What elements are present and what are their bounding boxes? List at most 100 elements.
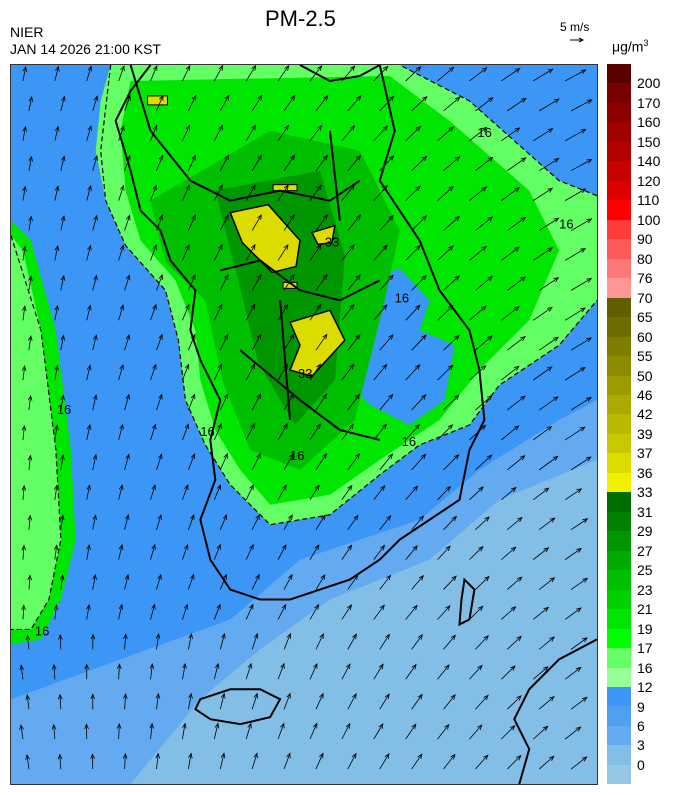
wind-arrow-head-icon: [549, 577, 556, 583]
wind-arrow-head-icon: [450, 694, 456, 700]
wind-arrow-icon: [443, 575, 457, 590]
contour-label: 16: [290, 448, 304, 463]
wind-arrow-icon: [538, 696, 555, 710]
wind-arrow-head-icon: [487, 335, 493, 341]
wind-arrow-head-icon: [286, 752, 291, 759]
wind-arrow-head-icon: [355, 214, 361, 221]
wind-arrow-icon: [283, 633, 291, 650]
wind-arrow-head-icon: [283, 303, 289, 310]
wind-arrow-head-icon: [51, 663, 57, 670]
wind-arrow-icon: [405, 66, 421, 82]
wind-arrow-head-icon: [349, 303, 355, 310]
wind-arrow-head-icon: [319, 692, 324, 699]
wind-arrow-icon: [379, 634, 390, 650]
wind-arrow-head-icon: [250, 423, 255, 429]
wind-arrow-icon: [373, 125, 388, 142]
wind-arrow-icon: [150, 424, 156, 441]
legend-tick-label: 160: [637, 114, 661, 131]
wind-arrow-head-icon: [21, 305, 27, 312]
wind-arrow-head-icon: [224, 94, 230, 101]
wind-arrow-icon: [373, 485, 385, 501]
wind-arrow-head-icon: [250, 243, 256, 250]
wind-arrow-icon: [501, 425, 519, 441]
wind-arrow-head-icon: [478, 486, 484, 492]
legend-tick-label: 46: [637, 386, 653, 403]
wind-arrow-icon: [245, 125, 256, 141]
wind-arrow-icon: [469, 246, 487, 261]
legend-bin: [607, 550, 631, 571]
wind-arrow-icon: [156, 394, 163, 411]
wind-arrow-head-icon: [116, 663, 122, 670]
wind-arrow-icon: [28, 276, 32, 291]
wind-arrow-head-icon: [256, 333, 262, 340]
wind-arrow-head-icon: [487, 275, 494, 282]
wind-arrow-icon: [188, 394, 196, 411]
wind-arrow-icon: [309, 364, 321, 381]
wind-arrow-icon: [245, 663, 252, 680]
wind-arrow-head-icon: [477, 605, 484, 612]
wind-arrow-icon: [150, 65, 158, 82]
wind-arrow-head-icon: [125, 453, 130, 460]
wind-arrow-head-icon: [421, 155, 428, 162]
wind-arrow-icon: [188, 633, 192, 650]
wind-arrow-icon: [379, 753, 390, 770]
wind-arrow-icon: [92, 215, 98, 231]
wind-arrow-icon: [564, 69, 586, 82]
wind-arrow-icon: [156, 634, 160, 650]
wind-arrow-head-icon: [27, 514, 33, 521]
wind-arrow-head-icon: [586, 218, 593, 224]
wind-arrow-head-icon: [191, 214, 196, 221]
wind-arrow-head-icon: [412, 485, 419, 492]
wind-arrow-icon: [347, 95, 362, 112]
legend-tick-label: 140: [637, 153, 661, 170]
wind-arrow-icon: [564, 129, 586, 142]
legend-bin: [607, 83, 631, 103]
wind-arrow-head-icon: [126, 214, 131, 221]
legend-tick-label: 25: [637, 562, 653, 579]
wind-arrow-head-icon: [320, 574, 326, 580]
wind-arrow-icon: [538, 755, 555, 770]
wind-arrow-head-icon: [119, 363, 124, 370]
wind-arrow-head-icon: [415, 304, 421, 311]
wind-arrow-head-icon: [483, 635, 489, 641]
wind-arrow-icon: [570, 518, 588, 531]
wind-arrow-head-icon: [411, 663, 417, 670]
wind-arrow-head-icon: [388, 334, 394, 340]
wind-arrow-head-icon: [543, 487, 550, 493]
wind-arrow-head-icon: [151, 543, 156, 550]
wind-arrow-icon: [124, 394, 130, 411]
legend-bin: [607, 239, 631, 259]
wind-arrow-icon: [538, 158, 559, 172]
wind-arrow-head-icon: [185, 244, 190, 250]
wind-arrow-icon: [469, 67, 488, 82]
wind-arrow-icon: [22, 126, 26, 141]
wind-arrow-icon: [443, 275, 460, 291]
wind-arrow-icon: [437, 186, 454, 201]
wind-arrow-head-icon: [347, 544, 353, 551]
wind-arrow-head-icon: [54, 125, 60, 132]
wind-arrow-head-icon: [514, 306, 520, 312]
wind-arrow-icon: [150, 304, 157, 321]
wind-arrow-head-icon: [120, 124, 125, 131]
wind-arrow-icon: [150, 364, 157, 381]
wind-arrow-head-icon: [382, 244, 388, 251]
wind-arrow-icon: [245, 65, 257, 82]
unit-superscript: 3: [643, 38, 649, 48]
wind-arrow-head-icon: [223, 452, 228, 459]
wind-arrow-head-icon: [222, 513, 228, 520]
wind-arrow-head-icon: [280, 722, 285, 729]
wind-arrow-icon: [570, 337, 592, 351]
wind-arrow-icon: [124, 155, 131, 171]
wind-arrow-icon: [411, 634, 423, 650]
wind-arrow-icon: [411, 96, 428, 112]
pm25-map[interactable]: 16 16 16 16 16 16 16 16 33 33: [10, 64, 598, 785]
wind-arrow-icon: [27, 635, 30, 650]
wind-arrow-head-icon: [92, 394, 98, 401]
wind-arrow-icon: [118, 485, 123, 500]
wind-arrow-head-icon: [122, 752, 128, 759]
wind-arrow-icon: [411, 575, 424, 590]
wind-arrow-head-icon: [21, 365, 27, 371]
wind-arrow-head-icon: [552, 455, 559, 461]
wind-arrow-head-icon: [552, 396, 559, 402]
wind-arrow-head-icon: [415, 66, 422, 72]
